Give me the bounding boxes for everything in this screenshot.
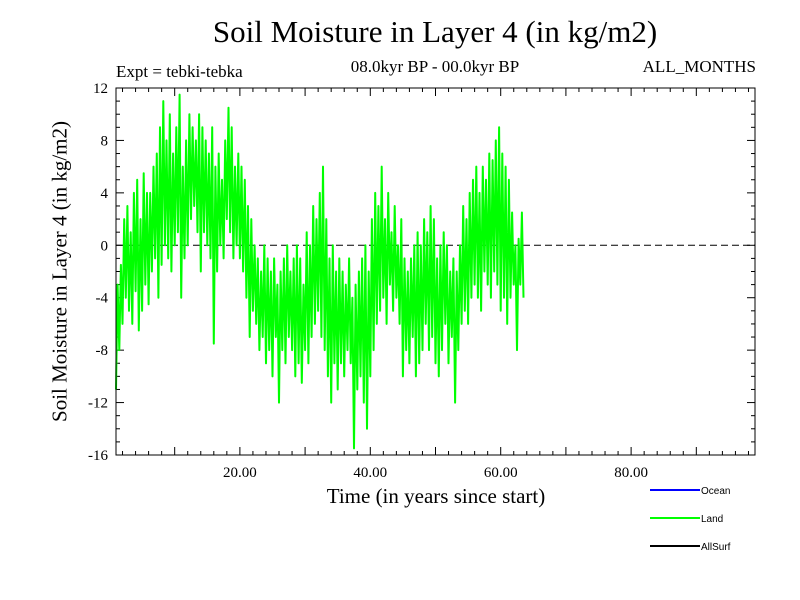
time-range-label: 08.0kyr BP - 00.0kyr BP [350, 57, 520, 76]
chart-title: Soil Moisture in Layer 4 (in kg/m2) [212, 14, 658, 49]
x-tick-label: 20.00 [223, 465, 257, 481]
series-layer [115, 93, 755, 450]
series-line-land [115, 93, 525, 450]
legend: Ocean Land AllSurf [650, 486, 731, 553]
y-tick-label: 4 [101, 186, 109, 202]
y-tick-label: -16 [88, 448, 108, 464]
legend-label-land: Land [701, 514, 723, 525]
legend-label-ocean: Ocean [701, 486, 730, 497]
x-tick-label: 60.00 [484, 465, 518, 481]
plot-frame [115, 87, 756, 456]
x-tick-label: 80.00 [614, 465, 648, 481]
y-tick-label: -12 [88, 396, 108, 412]
y-tick-label: 12 [93, 81, 108, 97]
y-tick-label: -4 [96, 291, 109, 307]
y-tick-label: -8 [96, 343, 109, 359]
y-tick-label: 8 [101, 133, 109, 149]
experiment-label: Expt = tebki-tebka [116, 62, 243, 81]
legend-label-allsurf: AllSurf [701, 542, 731, 553]
x-axis-label: Time (in years since start) [326, 484, 546, 508]
x-tick-label: 40.00 [353, 465, 387, 481]
months-label: ALL_MONTHS [642, 57, 756, 76]
y-tick-label: 0 [101, 238, 109, 254]
